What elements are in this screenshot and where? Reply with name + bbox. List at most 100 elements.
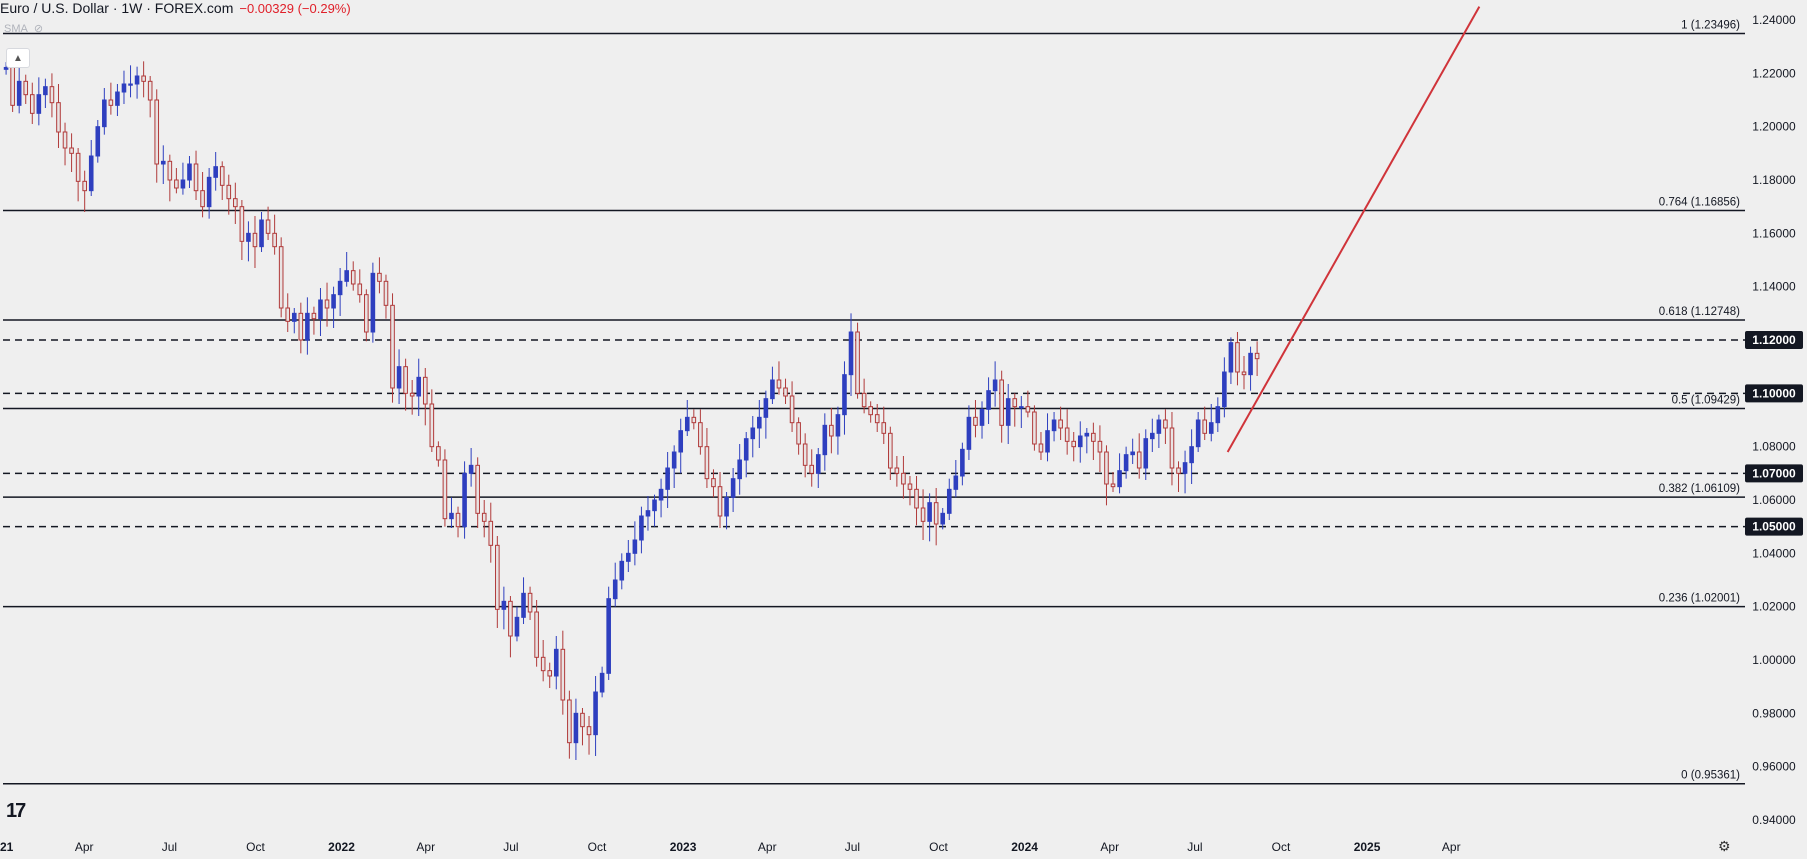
candle-down (1202, 419, 1208, 434)
candle-down (141, 75, 146, 82)
candle-up (1005, 398, 1011, 426)
candle-up (619, 560, 625, 581)
fib-level-label: 0 (0.95361) (1681, 770, 1740, 782)
candle-up (658, 488, 664, 501)
candle-down (154, 99, 160, 165)
candle-down (272, 232, 277, 248)
candle-down (698, 422, 703, 448)
candle-up (953, 475, 959, 490)
candle-up (848, 331, 854, 376)
price-axis[interactable]: 0.94000 0.96000 0.98000 1.00000 1.02000 1.040… (1752, 13, 1796, 827)
y-tick-label: 0.98000 (1752, 706, 1796, 720)
candle-up (1045, 430, 1050, 453)
candle-down (560, 648, 566, 701)
candle-down (1254, 352, 1260, 360)
candle-down (1038, 443, 1044, 453)
fib-level-label: 0.764 (1.16856) (1659, 197, 1740, 209)
candle-up (815, 454, 821, 474)
y-tick-label: 1.24000 (1752, 13, 1796, 27)
candle-down (717, 486, 723, 517)
candle-down (534, 611, 539, 658)
candle-up (1195, 419, 1201, 448)
candle-up (966, 416, 972, 450)
candle-up (318, 299, 323, 320)
candle-up (573, 712, 579, 744)
candle-up (1182, 462, 1188, 474)
candle-down (475, 464, 480, 514)
candle-up (187, 163, 192, 181)
candle-up (102, 99, 107, 128)
candle-up (43, 86, 48, 96)
ascending-trendline[interactable] (1226, 6, 1481, 453)
candle-down (403, 366, 408, 394)
candle-up (115, 91, 120, 106)
candle-up (1077, 435, 1083, 448)
candle-up (462, 472, 467, 528)
candle-down (278, 246, 284, 309)
candle-up (1130, 451, 1135, 456)
tradingview-logo-icon[interactable]: 17 (6, 800, 26, 822)
x-tick-label: Oct (246, 840, 265, 854)
candle-down (422, 376, 428, 405)
candle-down (226, 184, 232, 200)
time-axis[interactable]: 2021 Apr Jul Oct 2022 Apr Jul Oct 2023 Apr Jul Oct 2… (0, 840, 1461, 854)
candle-down (62, 131, 68, 149)
price-change: −0.00329 (−0.29%) (239, 1, 351, 16)
candle-up (593, 691, 598, 736)
candle-down (390, 304, 395, 389)
candle-up (206, 176, 212, 208)
candle-up (160, 160, 166, 165)
candle-down (783, 387, 788, 397)
candle-up (737, 459, 742, 480)
candle-down (69, 147, 74, 154)
x-tick-label: Jul (845, 840, 860, 854)
indicator-row[interactable]: SMA ⊘ (4, 22, 44, 36)
candle-down (874, 414, 880, 424)
candle-up (757, 416, 762, 429)
candle-down (324, 299, 330, 309)
candle-down (1136, 451, 1142, 469)
trendline[interactable] (1226, 6, 1481, 453)
gear-icon[interactable]: ⚙ (1718, 838, 1731, 854)
horizontal-levels (3, 339, 1745, 528)
candle-down (481, 512, 487, 522)
candle-up (763, 398, 769, 418)
candle-up (684, 416, 690, 432)
candle-down (855, 331, 860, 394)
eye-hidden-icon[interactable]: ⊘ (33, 23, 44, 35)
x-tick-label: Oct (929, 840, 948, 854)
candle-up (835, 414, 841, 437)
candle-up (599, 672, 605, 693)
candle-down (567, 699, 572, 744)
collapse-legend-button[interactable]: ▲ (6, 48, 30, 68)
candle-up (606, 598, 611, 674)
candle-down (1058, 419, 1063, 429)
candle-up (259, 219, 264, 248)
fib-level-label: 0.5 (1.09429) (1672, 395, 1741, 407)
y-tick-label: 1.00000 (1752, 653, 1796, 667)
candle-up (468, 464, 474, 474)
price-badge-label: 1.10000 (1752, 386, 1796, 400)
candle-down (580, 712, 585, 728)
chevron-up-icon: ▲ (13, 52, 23, 64)
candle-down (1241, 371, 1247, 376)
candle-up (626, 552, 631, 562)
candle-up (246, 232, 251, 242)
y-tick-label: 1.20000 (1752, 120, 1796, 134)
symbol-title[interactable]: Euro / U.S. Dollar · 1W · FOREX.com (0, 0, 234, 16)
candle-up (946, 488, 952, 514)
candle-up (134, 75, 140, 85)
price-badges: 1.12000 1.10000 1.07000 1.05000 (1745, 331, 1803, 536)
candlesticks (3, 56, 1260, 760)
candle-down (167, 160, 173, 181)
x-tick-label: Oct (588, 840, 607, 854)
fib-level-label: 0.618 (1.12748) (1659, 306, 1740, 318)
price-badge (1745, 517, 1803, 536)
x-tick-label: 2022 (328, 840, 355, 854)
candle-up (1150, 432, 1155, 440)
y-tick-label: 1.08000 (1752, 440, 1796, 454)
candle-up (291, 312, 297, 322)
candle-up (1208, 422, 1214, 434)
candle-down (1071, 440, 1077, 448)
